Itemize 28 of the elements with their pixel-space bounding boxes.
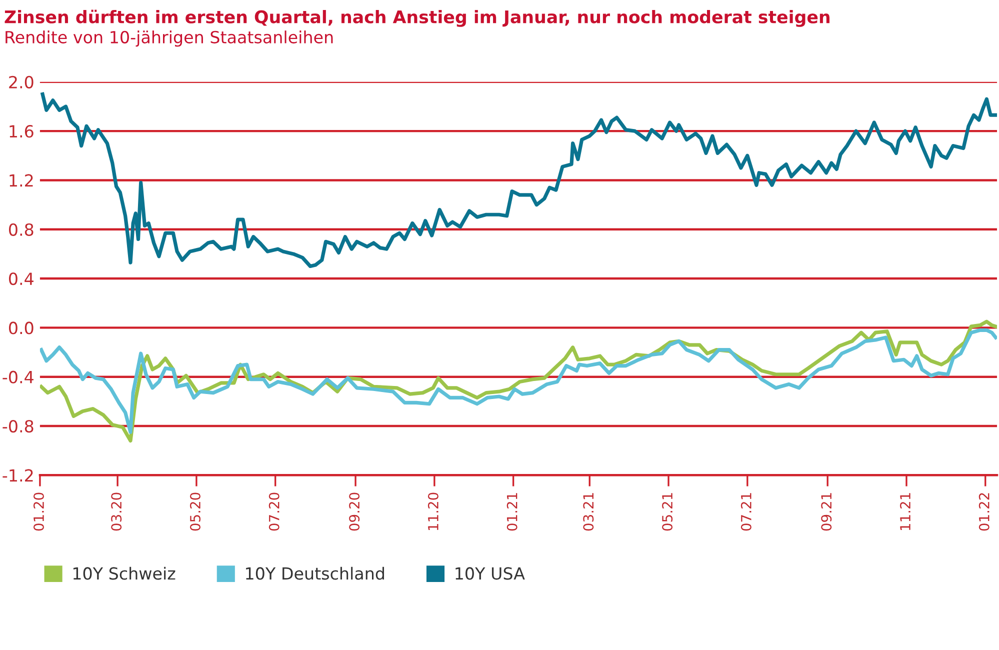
x-tick-label: 05.20	[190, 492, 200, 531]
x-tick-label: 03.21	[583, 493, 594, 531]
x-tick-label: 07.21	[740, 493, 752, 531]
x-tick-label: 11.20	[428, 492, 438, 530]
legend-label: 10Y USA	[456, 567, 525, 580]
x-tick-label: 01.22	[978, 493, 990, 531]
x-tick-label: 05.21	[662, 493, 673, 531]
chart-title: Zinsen dürften im ersten Quartal, nach Anstieg im Januar, nur noch moderat steigen	[4, 10, 830, 27]
y-tick-label: -0.8	[2, 420, 34, 433]
y-tick-label: 0.4	[9, 272, 34, 286]
y-tick-label: 0.0	[9, 322, 34, 334]
y-tick-label: -0.4	[2, 370, 34, 384]
x-tick-label: 07.20	[268, 492, 280, 531]
x-tick-label: 01.21	[506, 493, 518, 531]
chart-subtitle: Rendite von 10-jährigen Staatsanleihen	[6, 30, 333, 47]
legend-label: 10Y Schweiz	[73, 566, 176, 580]
y-tick-label: 2.0	[9, 76, 34, 88]
x-tick-label: 01.20	[33, 492, 44, 531]
y-tick-label: 0.8	[9, 223, 34, 236]
y-tick-label: 1.2	[10, 174, 33, 187]
y-tick-label: -1.2	[2, 469, 33, 482]
y-tick-label: 1.6	[10, 125, 34, 138]
line-series	[40, 92, 997, 268]
x-tick-label: 11.21	[900, 493, 910, 530]
x-tick-label: 09.21	[821, 493, 832, 531]
legend-label: 10Y Deutschland	[246, 566, 384, 580]
x-tick-label: 03.20	[111, 492, 122, 531]
x-tick-label: 09.20	[349, 492, 360, 531]
